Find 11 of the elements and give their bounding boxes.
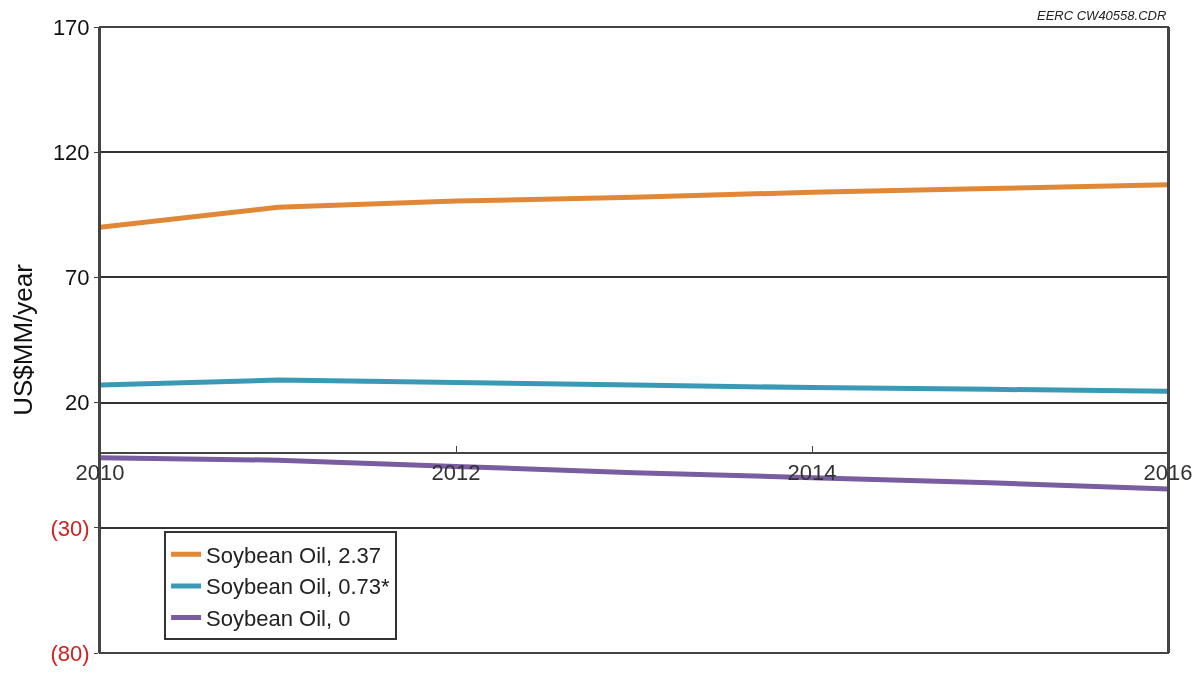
legend-label: Soybean Oil, 2.37	[206, 542, 381, 568]
legend-label: Soybean Oil, 0	[206, 606, 351, 632]
y-tick-label: 120	[52, 139, 90, 165]
y-axis-title: US$MM/year	[8, 263, 39, 416]
y-tick-label: 170	[52, 14, 90, 40]
y-tick-label: 20	[65, 390, 90, 416]
y-tick-label: 70	[65, 265, 90, 291]
y-tick-label: (80)	[50, 640, 90, 666]
y-tick-label: (30)	[50, 515, 90, 541]
legend-label: Soybean Oil, 0.73*	[206, 574, 390, 600]
text: EERC CW40558.CDR	[1037, 8, 1167, 23]
